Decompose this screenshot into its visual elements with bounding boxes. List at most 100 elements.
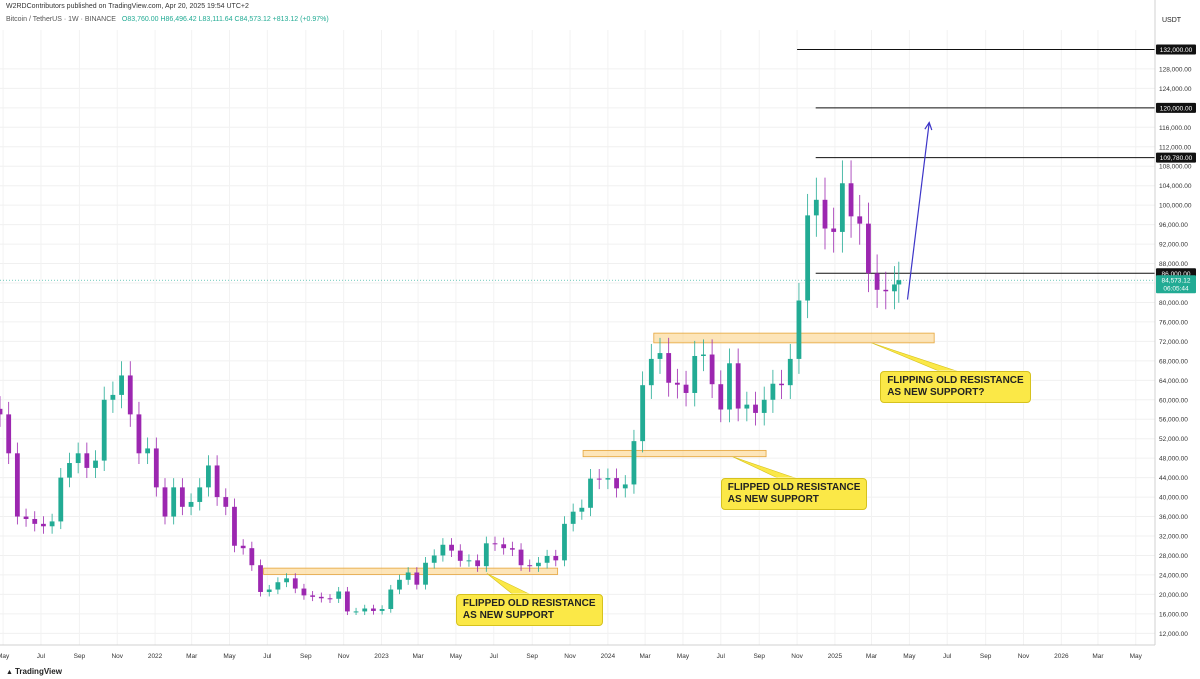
candle-body: [266, 589, 272, 592]
y-tick-label: 72,000.00: [1159, 339, 1188, 346]
candle-body: [14, 453, 20, 517]
candle-body: [883, 289, 889, 292]
candle-body: [101, 399, 107, 461]
x-tick-label: May: [903, 653, 916, 660]
candle-body: [232, 506, 237, 546]
current-price-tag: [1156, 275, 1196, 294]
candle-body: [171, 487, 177, 517]
candle-body: [284, 578, 289, 583]
candle-body: [622, 484, 628, 489]
candle-body: [509, 548, 515, 550]
candle-body: [292, 578, 298, 589]
candle-body: [344, 591, 350, 612]
y-tick-label: 128,000.00: [1159, 66, 1192, 73]
candle-body: [831, 228, 837, 232]
candle-body: [41, 523, 46, 527]
candle-body: [761, 399, 767, 413]
candle-body: [709, 354, 715, 385]
callout-text: AS NEW SUPPORT: [462, 610, 555, 622]
candle-body: [32, 518, 38, 524]
candle-body: [353, 611, 359, 613]
candle-body: [640, 385, 646, 442]
candle-body: [822, 199, 828, 229]
y-tick-label: 96,000.00: [1159, 222, 1188, 229]
y-tick-label: 40,000.00: [1159, 495, 1188, 502]
support-zone: [653, 332, 935, 344]
support-zone: [582, 449, 767, 458]
y-tick-label: 64,000.00: [1159, 378, 1188, 385]
y-tick-label: 36,000.00: [1159, 514, 1188, 521]
x-tick-label: Sep: [526, 653, 538, 660]
y-tick-label: 68,000.00: [1159, 358, 1188, 365]
candle-body: [58, 477, 64, 522]
y-tick-label: 104,000.00: [1159, 183, 1192, 190]
candle-body: [379, 608, 385, 611]
price-line-label: 109,780.00: [1160, 155, 1193, 162]
candle-body: [405, 572, 411, 580]
candle-body: [692, 355, 698, 393]
y-tick-label: 116,000.00: [1159, 125, 1191, 132]
x-tick-label: Nov: [111, 653, 123, 660]
candle-body: [223, 497, 229, 507]
y-tick-label: 28,000.00: [1159, 553, 1188, 560]
symbol-name[interactable]: Bitcoin / TetherUS · 1W · BINANCE: [6, 16, 116, 23]
y-tick-label: 44,000.00: [1159, 475, 1188, 482]
candle-body: [666, 353, 672, 383]
candle-body: [127, 375, 133, 415]
candle-body: [275, 582, 281, 590]
candle-body: [67, 463, 72, 478]
y-tick-label: 88,000.00: [1159, 261, 1188, 268]
price-line-label: 132,000.00: [1160, 47, 1193, 54]
x-tick-label: Nov: [791, 653, 803, 660]
candle-body: [0, 408, 3, 415]
candle-body: [614, 478, 619, 489]
y-tick-label: 12,000.00: [1159, 631, 1188, 638]
candle-body: [431, 555, 437, 563]
candle-body: [570, 511, 576, 524]
y-tick-label: 80,000.00: [1159, 300, 1188, 307]
price-line-label: 86,000.00: [1162, 271, 1191, 278]
candle-body: [536, 562, 541, 567]
candle-body: [145, 448, 151, 454]
candle-body: [466, 560, 472, 562]
callout-text: FLIPPED OLD RESISTANCE: [462, 598, 596, 610]
candle-body: [483, 543, 489, 567]
y-tick-label: 100,000.00: [1159, 203, 1192, 210]
price-line-tag: [1156, 152, 1196, 163]
annotation-pointers: [486, 121, 959, 596]
axes: 12,000.00 16,000.00 20,000.00 24,000.00 28,0…: [0, 0, 1196, 660]
callout-text: FLIPPED OLD RESISTANCE: [727, 481, 861, 493]
candle-body: [813, 199, 819, 216]
x-tick-label: May: [223, 653, 236, 660]
candle-body: [579, 507, 585, 512]
candle-body: [75, 453, 81, 464]
candle-body: [179, 487, 185, 507]
candle-body: [197, 487, 203, 502]
tradingview-logo-icon: ▲: [6, 669, 13, 676]
price-line-label: 120,000.00: [1160, 105, 1193, 112]
tradingview-logo: ▲ TradingView: [6, 667, 62, 676]
x-tick-label: May: [0, 653, 10, 660]
y-tick-label: 20,000.00: [1159, 592, 1188, 599]
x-tick-label: 2024: [601, 653, 616, 660]
callout-pointer: [871, 342, 959, 372]
candle-body: [110, 394, 116, 400]
candle-body: [605, 478, 611, 480]
x-tick-label: Jul: [37, 653, 46, 660]
candle-body: [770, 383, 776, 400]
x-tick-label: Nov: [338, 653, 350, 660]
candle-body: [892, 284, 897, 292]
candle-body: [362, 608, 368, 612]
candle-body: [718, 384, 724, 410]
x-tick-label: Jul: [943, 653, 952, 660]
countdown-label: 06:05:44: [1163, 286, 1189, 293]
x-tick-label: 2022: [148, 653, 163, 660]
candle-body: [188, 501, 194, 507]
candle-body: [683, 384, 689, 393]
candle-body: [336, 591, 342, 599]
candle-body: [866, 223, 871, 274]
price-lines: [0, 48, 1155, 281]
callout-box: FLIPPED OLD RESISTANCE AS NEW SUPPORT: [455, 594, 603, 627]
candle-body: [206, 465, 211, 488]
